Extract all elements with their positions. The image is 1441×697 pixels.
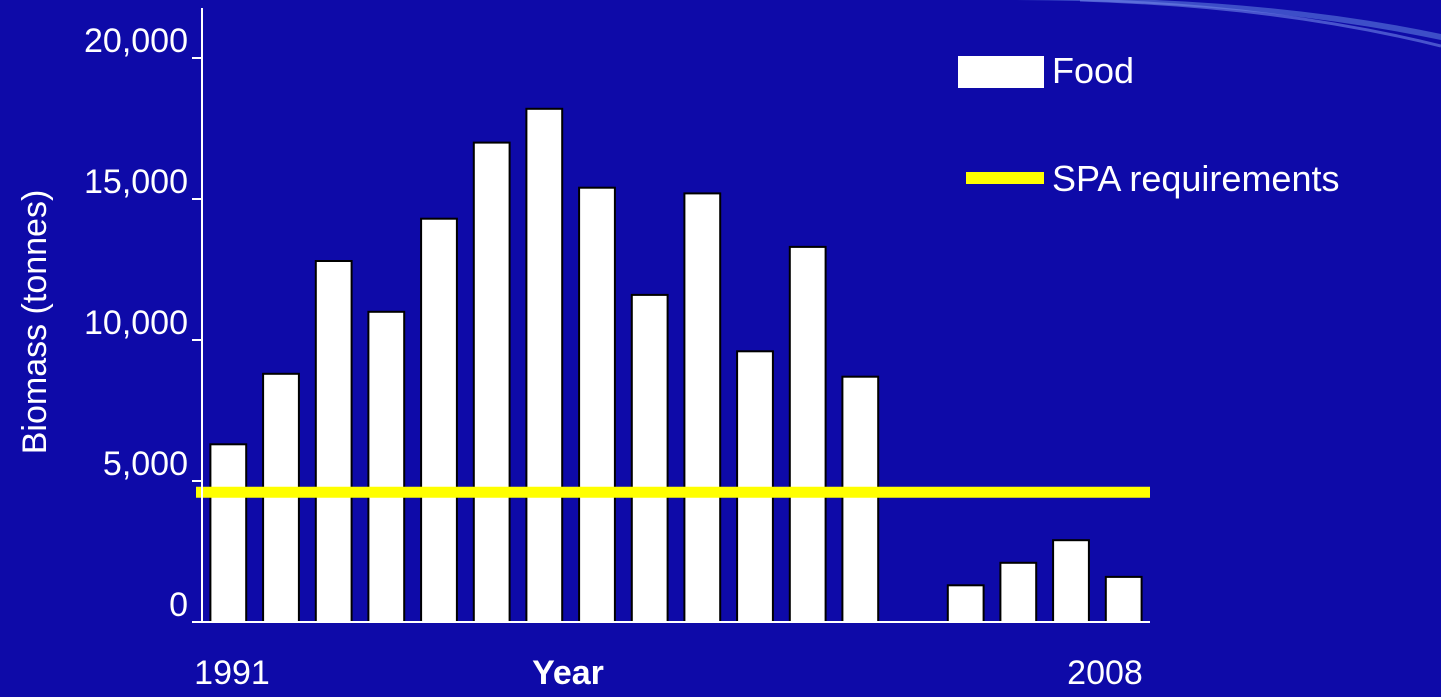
bars-layer <box>209 107 1143 624</box>
bar-1996 <box>472 141 511 623</box>
legend-swatch-food <box>958 56 1044 88</box>
legend-label-spa: SPA requirements <box>1052 158 1339 199</box>
bar-1992 <box>262 372 300 623</box>
legend-label-food: Food <box>1052 50 1134 91</box>
x-tick-label-first: 1991 <box>194 654 270 692</box>
bar-1999 <box>630 293 669 623</box>
y-tick-label-20000: 20,000 <box>84 22 188 60</box>
x-axis-title: Year <box>532 654 604 692</box>
y-tick-label-0: 0 <box>169 586 188 624</box>
x-tick-label-last: 2008 <box>1067 654 1143 692</box>
y-tick-label-10000: 10,000 <box>84 304 188 342</box>
legend-swatch-spa <box>966 172 1044 184</box>
bar-1991 <box>209 443 248 623</box>
bar-2007 <box>1052 539 1090 624</box>
y-tick-label-5000: 5,000 <box>103 445 188 483</box>
bar-1998 <box>578 186 616 623</box>
legend: Food SPA requirements <box>958 50 1339 199</box>
y-ticks-layer: 0 5,000 10,000 15,000 20,000 <box>84 22 202 624</box>
bar-1994 <box>367 310 406 623</box>
bar-2001 <box>736 350 774 623</box>
background-arc-glow <box>1079 0 1441 48</box>
bar-2006 <box>999 561 1038 623</box>
bar-1993 <box>314 260 353 623</box>
bar-1995 <box>420 217 458 623</box>
y-axis-title: Biomass (tonnes) <box>16 190 54 455</box>
bar-1997 <box>525 107 564 624</box>
bar-2005 <box>946 584 985 623</box>
bar-2003 <box>841 375 880 624</box>
background-arc <box>1000 0 1441 40</box>
bar-2000 <box>683 192 722 623</box>
y-tick-label-15000: 15,000 <box>84 163 188 201</box>
bar-2008 <box>1104 575 1143 624</box>
bar-2002 <box>788 245 827 623</box>
